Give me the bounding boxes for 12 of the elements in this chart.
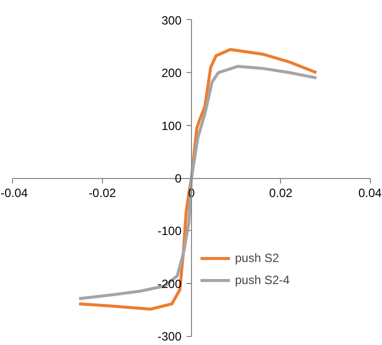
legend-label: push S2-4 [235, 273, 290, 287]
y-tick-label: 300 [161, 13, 182, 28]
y-tick-label: 100 [161, 118, 182, 133]
y-tick-label: -100 [157, 224, 182, 238]
x-tick-label: 0.02 [269, 186, 293, 200]
y-tick-label: 0 [174, 172, 182, 186]
x-tick-label: 0.04 [358, 186, 382, 200]
y-tick-label: -300 [157, 330, 182, 344]
legend-label: push S2 [235, 251, 280, 265]
x-tick-label: -0.02 [88, 186, 116, 200]
x-tick-label: -0.04 [0, 186, 28, 200]
y-tick-label: 200 [161, 66, 182, 80]
